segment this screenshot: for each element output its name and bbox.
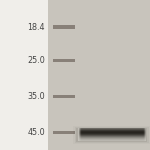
Text: 45.0: 45.0 bbox=[27, 128, 45, 137]
Bar bbox=[53, 59, 75, 62]
Text: 18.4: 18.4 bbox=[27, 22, 45, 32]
Bar bbox=[48, 0, 150, 150]
Bar bbox=[53, 95, 75, 98]
Bar bbox=[53, 25, 75, 29]
Text: 25.0: 25.0 bbox=[27, 56, 45, 65]
Bar bbox=[53, 131, 75, 134]
Text: 35.0: 35.0 bbox=[27, 92, 45, 101]
Bar bbox=[73, 126, 150, 144]
Bar bbox=[76, 128, 147, 142]
Bar bbox=[75, 127, 149, 143]
